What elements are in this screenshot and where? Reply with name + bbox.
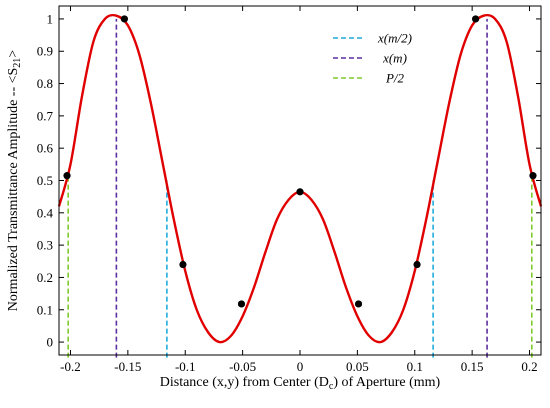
- x-tick-label-7: 0.1: [407, 359, 423, 374]
- x-axis-label: Distance (x,y) from Center (Dc) of Apert…: [160, 375, 441, 392]
- y-axis-label-sub: 21: [12, 58, 23, 68]
- y-tick-label-10: 0.9: [37, 44, 53, 59]
- data-point-3: [179, 260, 187, 269]
- y-axis-label-main: Normalized Transmittance Amplitude -- <S: [6, 68, 21, 312]
- data-point-6: [354, 300, 363, 308]
- data-point-4: [237, 300, 246, 308]
- x-tick-label-8: 0.15: [461, 359, 484, 374]
- plot-frame: [58, 5, 542, 356]
- data-point-5: [296, 188, 304, 196]
- x-tick-label-1: -0.2: [60, 359, 81, 374]
- x-tick-label-3: -0.1: [175, 359, 196, 374]
- data-point-8: [471, 15, 480, 23]
- y-tick-label-6: 0.5: [37, 173, 53, 188]
- y-axis-label: Normalized Transmittance Amplitude -- <S…: [6, 50, 23, 312]
- ticks-layer: -0.2 -0.15 -0.1 -0.05 0 0.05 0.1 0.15 0.2 0 0.1 0.2…: [37, 6, 541, 374]
- y-tick-label-3: 0.2: [37, 270, 53, 285]
- y-tick-label-8: 0.7: [37, 108, 54, 123]
- x-tick-label-2: -0.15: [114, 359, 141, 374]
- data-point-7: [413, 260, 421, 269]
- y-tick-label-11: 1: [47, 11, 54, 26]
- y-axis-label-suffix: >: [6, 50, 21, 58]
- legend-label-1: x(m/2): [377, 31, 412, 46]
- x-tick-label-9: 0.2: [521, 359, 537, 374]
- legend-label-3: P/2: [385, 71, 405, 86]
- y-tick-label-1: 0: [47, 335, 54, 350]
- y-tick-label-7: 0.6: [37, 141, 54, 156]
- plot-layer: [57, 13, 543, 358]
- x-tick-label-4: -0.05: [229, 359, 256, 374]
- legend: x(m/2) x(m) P/2: [333, 31, 412, 86]
- y-tick-label-4: 0.3: [37, 238, 53, 253]
- y-tick-label-2: 0.1: [37, 302, 53, 317]
- y-tick-label-9: 0.8: [37, 76, 53, 91]
- x-tick-label-5: 0: [297, 359, 304, 374]
- x-axis-label-suffix: ) of Aperture (mm): [333, 375, 440, 390]
- data-point-9: [529, 172, 537, 180]
- data-point-2: [120, 15, 129, 23]
- legend-label-2: x(m): [382, 51, 407, 66]
- x-axis-label-sub: c: [329, 381, 334, 392]
- transmittance-curve: [57, 13, 543, 344]
- y-tick-label-5: 0.4: [37, 205, 54, 220]
- data-point-1: [63, 172, 71, 180]
- x-tick-label-6: 0.05: [346, 359, 369, 374]
- x-axis-label-main: Distance (x,y) from Center (D: [160, 375, 329, 390]
